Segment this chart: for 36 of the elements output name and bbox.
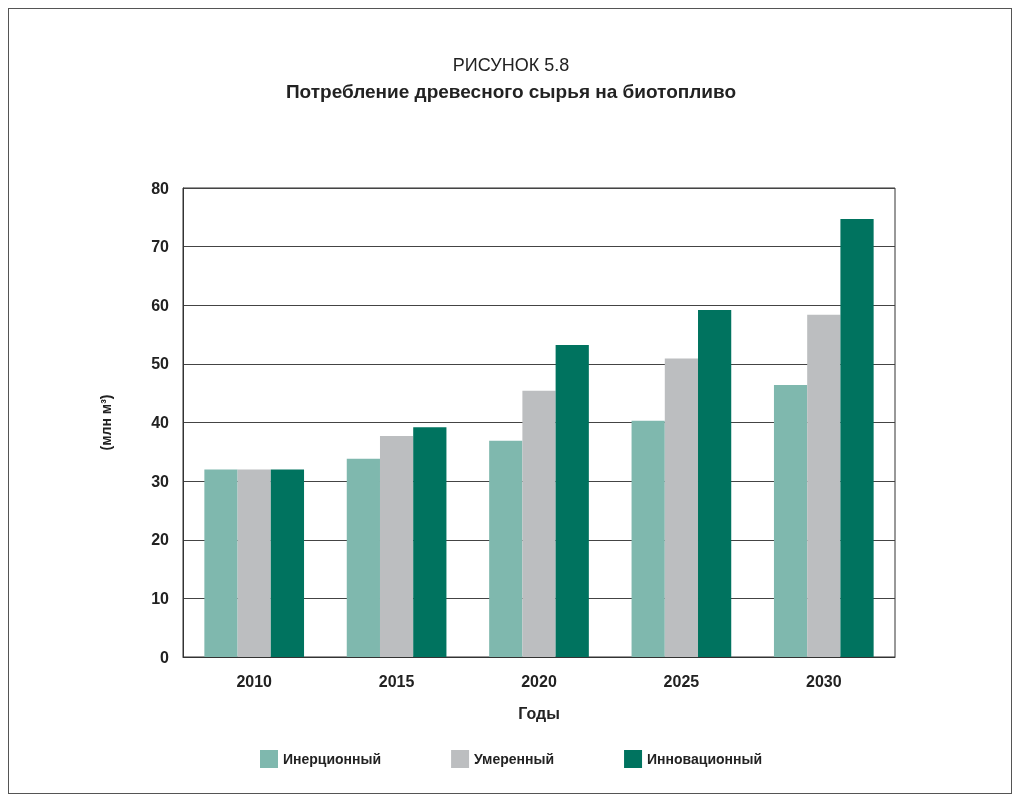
bar — [840, 219, 874, 657]
bar — [555, 345, 589, 657]
y-axis-title: (млн м³) — [98, 394, 114, 451]
bar — [698, 309, 732, 657]
x-tick-label: 2020 — [521, 672, 557, 690]
bar — [773, 384, 808, 657]
bar — [522, 390, 556, 657]
x-tick-label: 2025 — [663, 672, 700, 690]
y-tick-label: 0 — [160, 648, 170, 666]
bar — [413, 427, 447, 657]
x-tick-label: 2030 — [806, 672, 842, 690]
legend-label: Инновационный — [647, 751, 763, 767]
x-tick-label: 2015 — [378, 672, 415, 690]
x-tick-label: 2010 — [236, 672, 273, 690]
bar — [379, 435, 414, 657]
bar — [237, 469, 271, 657]
y-tick-label: 10 — [151, 589, 170, 607]
y-tick-label: 60 — [151, 296, 170, 314]
x-axis-title: Годы — [518, 704, 560, 722]
bar — [204, 469, 238, 657]
y-tick-label: 20 — [151, 531, 170, 549]
y-tick-label: 50 — [151, 355, 170, 373]
y-tick-label: 40 — [151, 414, 170, 431]
y-tick-label: 70 — [151, 238, 170, 256]
legend-label: Умеренный — [474, 751, 555, 767]
y-tick-label: 30 — [151, 472, 170, 490]
chart-title: РИСУНОК 5.8 — [452, 55, 570, 75]
bar — [807, 314, 841, 657]
bar — [631, 420, 665, 657]
bar — [489, 440, 523, 657]
legend-label: Инерционный — [282, 751, 382, 767]
chart-subtitle: Потребление древесного сырья на биотопливо — [285, 81, 737, 102]
bar — [346, 458, 380, 657]
bar — [664, 358, 699, 657]
bar — [270, 469, 305, 657]
y-tick-label: 80 — [151, 179, 170, 197]
